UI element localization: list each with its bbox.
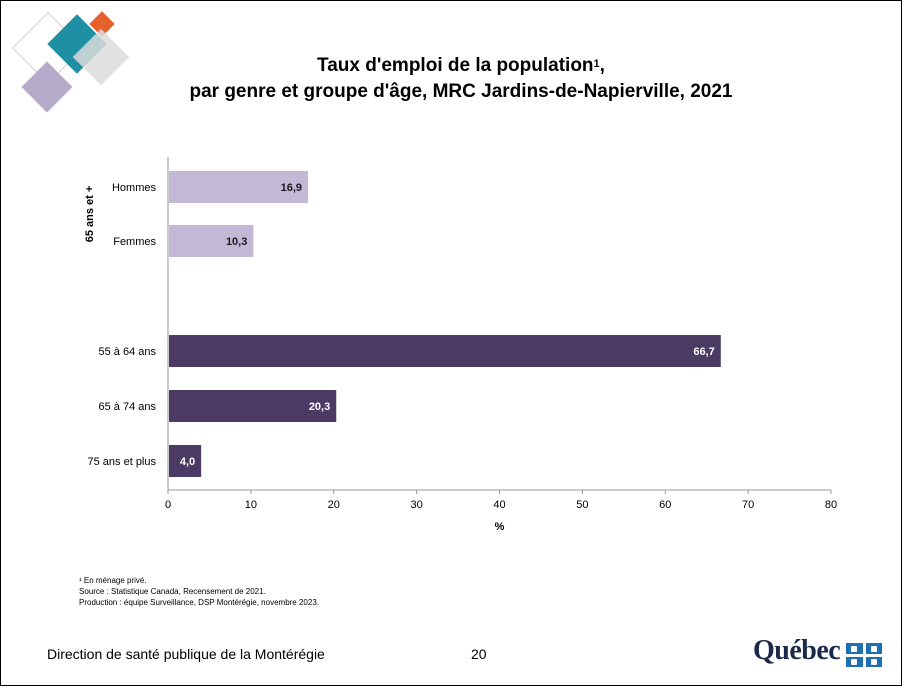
- x-tick-label: 80: [825, 499, 837, 511]
- bar: [169, 390, 337, 422]
- bar-value-label: 20,3: [309, 401, 330, 413]
- footnote-source: Source : Statistique Canada, Recensement…: [79, 587, 266, 596]
- x-tick-label: 10: [245, 499, 257, 511]
- bar-chart: 16,9 Hommes 10,3 Femmes 66,7 55 à 64 ans 20,3 6…: [84, 157, 837, 533]
- bar: [169, 335, 721, 367]
- bar: [169, 445, 202, 477]
- bar-value-label: 66,7: [693, 346, 714, 358]
- category-label: Femmes: [113, 236, 156, 248]
- fleur-de-lis-flag-icon: [846, 643, 882, 667]
- deco-gray-diamond: [72, 28, 130, 86]
- quebec-logo-text: Québec: [753, 635, 841, 666]
- footnote-production: Production : équipe Surveillance, DSP Mo…: [79, 598, 319, 607]
- x-tick-label: 20: [328, 499, 340, 511]
- x-axis-label: %: [495, 521, 505, 533]
- bar-value-label: 10,3: [226, 236, 247, 248]
- x-tick-label: 50: [576, 499, 588, 511]
- chart-title: Taux d'emploi de la population1, par gen…: [151, 53, 771, 105]
- bar-value-label: 16,9: [281, 182, 302, 194]
- deco-orange-diamond: [89, 11, 115, 37]
- deco-purple-diamond: [21, 61, 73, 113]
- footnote-private-household: ¹ En ménage privé.: [79, 576, 147, 585]
- category-label: 55 à 64 ans: [99, 346, 157, 358]
- x-tick-label: 70: [742, 499, 754, 511]
- title-line1-end: ,: [599, 55, 605, 76]
- x-tick-label: 60: [659, 499, 671, 511]
- x-tick-label: 30: [411, 499, 423, 511]
- category-label: 65 à 74 ans: [99, 401, 157, 413]
- group-label: 65 ans et +: [84, 186, 96, 243]
- x-tick-label: 0: [165, 499, 171, 511]
- quebec-logo: Québec: [743, 631, 893, 673]
- decorative-diamond-shapes: [11, 11, 130, 113]
- title-line1: Taux d'emploi de la population: [317, 55, 594, 76]
- category-label: 75 ans et plus: [88, 456, 157, 468]
- title-line2: par genre et groupe d'âge, MRC Jardins-d…: [189, 81, 733, 102]
- x-tick-label: 40: [493, 499, 505, 511]
- category-label: Hommes: [112, 182, 157, 194]
- organization-name: Direction de santé publique de la Montér…: [47, 646, 325, 662]
- page-number: 20: [471, 646, 487, 662]
- bar-value-label: 4,0: [180, 456, 195, 468]
- bar: [169, 225, 254, 257]
- title-superscript: 1: [593, 58, 600, 70]
- bar: [169, 171, 309, 203]
- footnotes: ¹ En ménage privé. Source : Statistique …: [79, 575, 319, 608]
